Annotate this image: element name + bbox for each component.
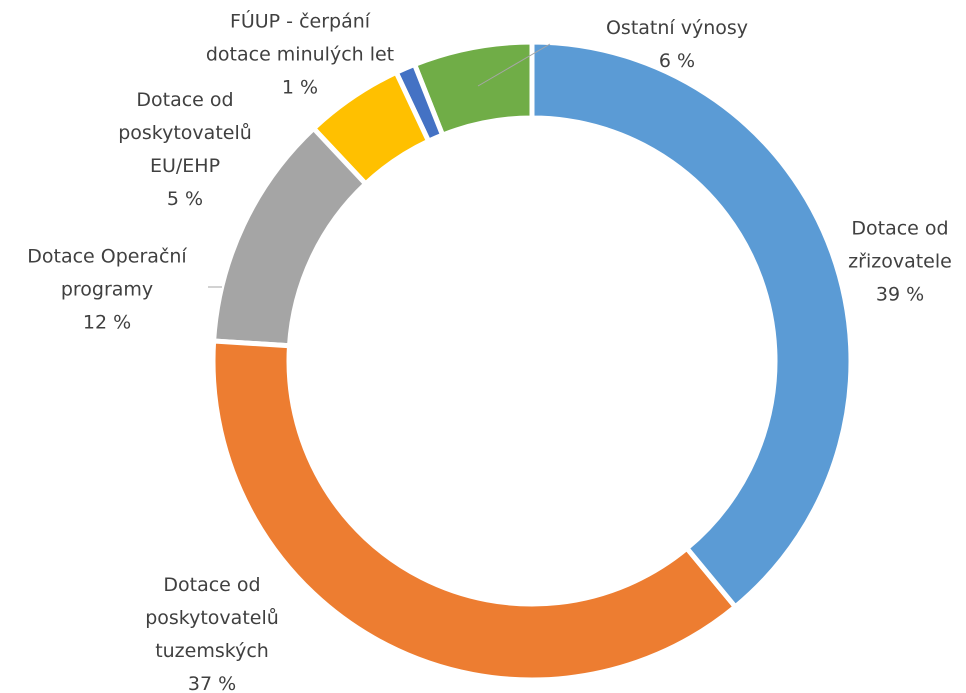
- value-label: 5 %: [166, 188, 204, 210]
- value-label: 39 %: [875, 283, 925, 306]
- data-label: Dotace od poskytovatelů EU/EHP 5 %: [110, 84, 260, 216]
- data-label: Dotace Operační programy 12 %: [7, 241, 207, 340]
- category-label: Dotace Operační programy: [27, 245, 187, 301]
- category-label: FÚUP - čerpání dotace minulých let: [205, 10, 395, 66]
- data-label: Dotace od zřizovatele 39 %: [830, 213, 966, 312]
- value-label: 12 %: [82, 311, 132, 334]
- data-label: FÚUP - čerpání dotace minulých let 1 %: [203, 6, 398, 105]
- donut-slice: [529, 39, 854, 611]
- donut-slice: [210, 338, 739, 683]
- category-label: Dotace od poskytovatelů EU/EHP: [118, 89, 252, 177]
- data-label: Ostatní výnosy 6 %: [577, 12, 777, 78]
- value-label: 6 %: [658, 50, 696, 72]
- category-label: Dotace od zřizovatele: [848, 217, 952, 273]
- category-label: Ostatní výnosy: [605, 17, 749, 39]
- value-label: 37 %: [187, 673, 237, 693]
- donut-slice: [210, 124, 370, 349]
- value-label: 1 %: [281, 76, 319, 99]
- data-label: Dotace od poskytovatelů tuzemských 37 %: [132, 569, 292, 693]
- category-label: Dotace od poskytovatelů tuzemských: [145, 574, 279, 662]
- leader-line: [477, 43, 551, 87]
